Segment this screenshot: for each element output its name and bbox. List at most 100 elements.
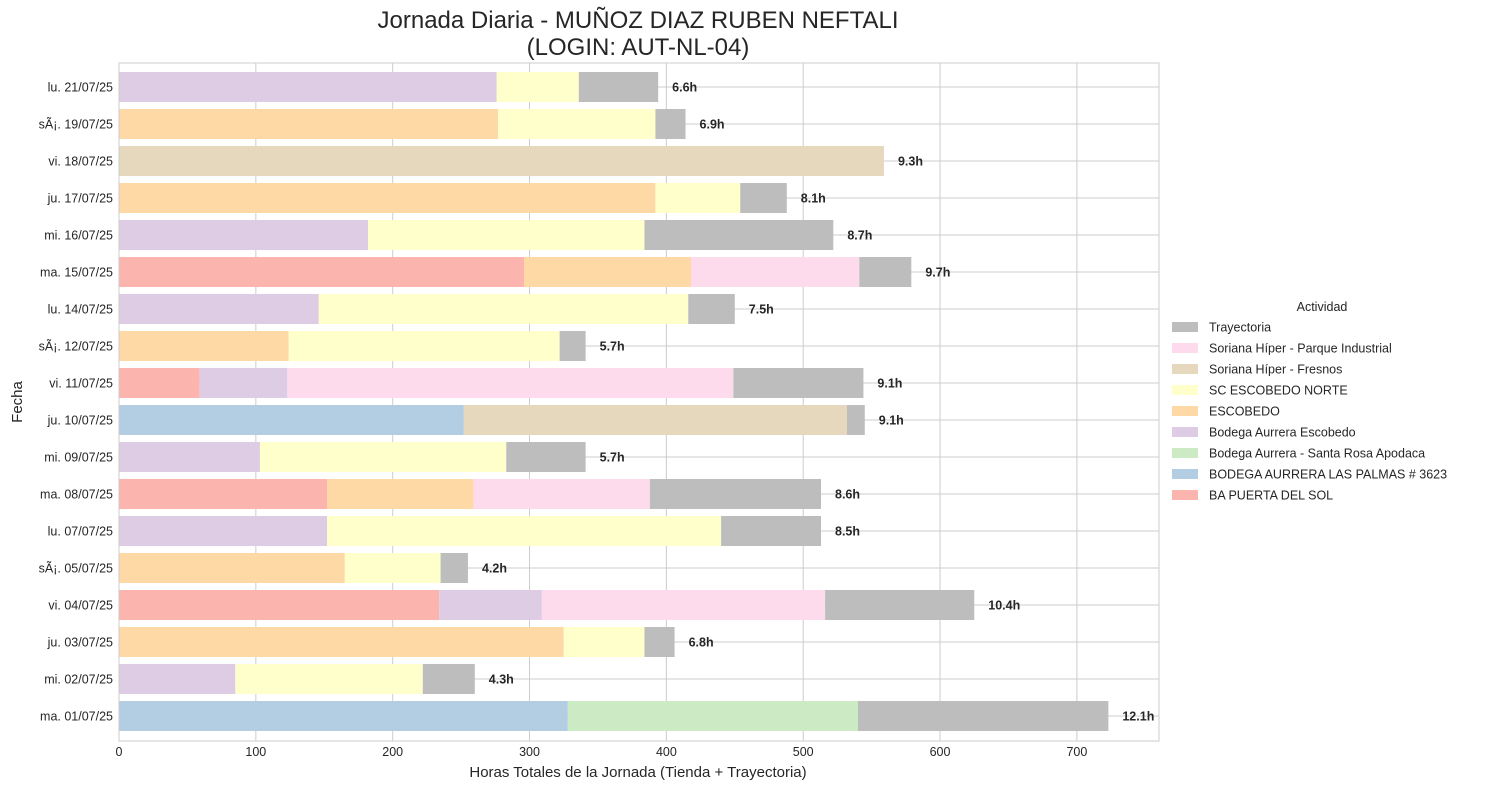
bar-total-label: 8.5h — [835, 525, 860, 539]
bar-segment — [825, 590, 975, 620]
bar-segment — [644, 220, 834, 250]
bar-total-label: 5.7h — [600, 340, 625, 354]
bar-segment — [649, 479, 821, 509]
x-axis-label: Horas Totales de la Jornada (Tienda + Tr… — [469, 764, 806, 781]
bar-segment — [368, 220, 645, 250]
bar-segment — [327, 516, 722, 546]
bar-segment — [119, 257, 525, 287]
bar-total-label: 8.7h — [847, 229, 872, 243]
legend-item-label: Trayectoria — [1209, 321, 1271, 335]
bar-segment — [439, 590, 542, 620]
y-tick-label: ma. 01/07/25 — [40, 710, 113, 724]
bar-segment — [119, 72, 497, 102]
bar-segment — [318, 294, 689, 324]
y-tick-label: sÃ¡. 19/07/25 — [39, 118, 113, 132]
legend-swatch — [1172, 469, 1198, 479]
bar-segment — [119, 479, 327, 509]
y-tick-label: lu. 07/07/25 — [48, 525, 113, 539]
bar-segment — [119, 664, 236, 694]
bar-segment — [688, 294, 735, 324]
total-labels: 6.6h 6.9h 9.3h 8.1h 8.7h 9.7h 7.5h 5.7h 9.1h 9.1h… — [482, 81, 1154, 724]
legend-swatch — [1172, 448, 1198, 458]
legend-swatch — [1172, 406, 1198, 416]
x-tick-label: 700 — [1066, 745, 1087, 759]
bar-total-label: 9.1h — [879, 414, 904, 428]
bar-segment — [119, 109, 499, 139]
bar-segment — [119, 294, 319, 324]
bar-segment — [259, 442, 507, 472]
legend-swatch — [1172, 364, 1198, 374]
legend-title: Actividad — [1297, 300, 1348, 314]
bar-segment — [119, 701, 568, 731]
y-tick-label: ju. 10/07/25 — [47, 414, 113, 428]
legend-item-label: Bodega Aurrera - Santa Rosa Apodaca — [1209, 447, 1425, 461]
legend-swatch — [1172, 427, 1198, 437]
bar-segment — [644, 627, 675, 657]
legend-swatch — [1172, 385, 1198, 395]
chart-subtitle: (LOGIN: AUT-NL-04) — [527, 34, 750, 61]
bar-segment — [473, 479, 650, 509]
legend: Actividad Trayectoria Soriana Híper - Par… — [1172, 300, 1447, 503]
bar-segment — [578, 72, 659, 102]
tick-labels: 0 100 200 300 400 500 600 700 lu. 21/07/25 sÃ¡. 1… — [39, 81, 1088, 760]
y-tick-label: ma. 15/07/25 — [40, 266, 113, 280]
y-tick-label: lu. 14/07/25 — [48, 303, 113, 317]
bar-total-label: 4.2h — [482, 562, 507, 576]
y-tick-label: vi. 11/07/25 — [49, 377, 113, 391]
bar-segment — [506, 442, 586, 472]
bar-segment — [740, 183, 787, 213]
bar-segment — [119, 590, 440, 620]
legend-item-label: ESCOBEDO — [1209, 405, 1280, 419]
bar-segment — [119, 442, 260, 472]
y-tick-label: ma. 08/07/25 — [40, 488, 113, 502]
bar-segment — [733, 368, 864, 398]
bar-segment — [498, 109, 656, 139]
bar-segment — [119, 146, 884, 176]
x-tick-label: 300 — [519, 745, 540, 759]
y-tick-label: ju. 17/07/25 — [47, 192, 113, 206]
y-tick-label: ju. 03/07/25 — [47, 636, 113, 650]
bar-total-label: 9.3h — [898, 155, 923, 169]
bar-total-label: 5.7h — [600, 451, 625, 465]
legend-swatch — [1172, 343, 1198, 353]
bar-segment — [857, 701, 1109, 731]
bar-segment — [721, 516, 821, 546]
x-tick-label: 500 — [793, 745, 814, 759]
bar-segment — [119, 220, 369, 250]
bar-segment — [288, 331, 560, 361]
bar-segment — [691, 257, 860, 287]
bar-segment — [119, 331, 289, 361]
x-tick-label: 600 — [930, 745, 951, 759]
y-axis-label: Fecha — [9, 381, 26, 423]
y-tick-label: vi. 18/07/25 — [48, 155, 113, 169]
y-tick-label: vi. 04/07/25 — [48, 599, 113, 613]
bar-segment — [119, 627, 564, 657]
bar-total-label: 6.6h — [672, 81, 697, 95]
bar-segment — [119, 553, 345, 583]
bar-segment — [287, 368, 734, 398]
bar-segment — [199, 368, 288, 398]
bar-total-label: 8.6h — [835, 488, 860, 502]
legend-swatch — [1172, 490, 1198, 500]
legend-item-label: Soriana Híper - Parque Industrial — [1209, 342, 1392, 356]
bar-total-label: 4.3h — [489, 673, 514, 687]
bar-segment — [463, 405, 847, 435]
bars — [119, 72, 1109, 731]
plot-frame — [118, 62, 1160, 742]
bar-segment — [327, 479, 474, 509]
bar-segment — [422, 664, 475, 694]
legend-item-label: Soriana Híper - Fresnos — [1209, 363, 1342, 377]
bar-segment — [344, 553, 441, 583]
bar-segment — [563, 627, 645, 657]
y-tick-label: mi. 09/07/25 — [44, 451, 113, 465]
bar-total-label: 12.1h — [1122, 710, 1154, 724]
chart-title: Jornada Diaria - MUÑOZ DIAZ RUBEN NEFTAL… — [378, 7, 899, 34]
bar-total-label: 8.1h — [801, 192, 826, 206]
y-tick-label: mi. 02/07/25 — [44, 673, 113, 687]
bar-total-label: 6.9h — [700, 118, 725, 132]
legend-item-label: SC ESCOBEDO NORTE — [1209, 384, 1348, 398]
x-tick-label: 0 — [116, 745, 123, 759]
bar-segment — [524, 257, 691, 287]
y-tick-label: sÃ¡. 05/07/25 — [39, 562, 113, 576]
